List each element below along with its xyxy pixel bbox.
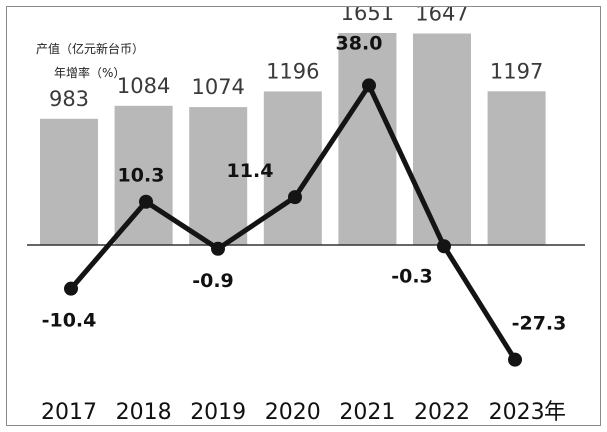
x-tick-2022: 2022 xyxy=(414,400,470,425)
growth-label-2021: 38.0 xyxy=(336,32,383,54)
line-unit-label: 年增率（%） xyxy=(54,65,125,80)
bar-label-2020: 1196 xyxy=(266,59,319,83)
bar-unit-label: 产值（亿元新台币） xyxy=(36,41,144,56)
growth-point-2017 xyxy=(64,281,78,296)
bars-group xyxy=(40,33,546,246)
chart-frame: 产值（亿元新台币） 年增率（%） 983 1084 1074 1196 1651 1647… xyxy=(6,6,601,426)
growth-point-2018 xyxy=(139,194,153,209)
bar-label-2018: 1084 xyxy=(117,74,170,98)
growth-point-2021 xyxy=(362,78,376,93)
x-tick-2021: 2021 xyxy=(339,400,395,425)
growth-label-2020: 11.4 xyxy=(227,160,274,182)
x-tick-2020: 2020 xyxy=(265,400,321,425)
bar-label-2019: 1074 xyxy=(191,75,244,99)
bar-2021 xyxy=(338,33,397,245)
x-tick-2017: 2017 xyxy=(41,400,97,425)
growth-label-2017: -10.4 xyxy=(42,310,97,332)
growth-point-2023 xyxy=(508,352,522,367)
bar-2022 xyxy=(413,33,471,245)
bar-2019 xyxy=(189,107,248,245)
bar-label-2021: 1651 xyxy=(341,7,394,25)
growth-label-2023: -27.3 xyxy=(512,313,567,335)
bar-2023 xyxy=(487,91,546,246)
x-tick-2023: 2023 xyxy=(489,400,545,425)
growth-point-2019 xyxy=(211,241,225,256)
bar-2017 xyxy=(40,118,98,245)
growth-label-2019: -0.9 xyxy=(192,270,234,292)
growth-point-2020 xyxy=(288,190,302,205)
bar-label-2022: 1647 xyxy=(415,7,468,26)
bar-labels-group: 983 1084 1074 1196 1651 1647 1197 xyxy=(49,7,543,111)
bar-2018 xyxy=(114,105,173,245)
line-series-group: -10.4 10.3 -0.9 11.4 38.0 -0.3 -27.3 xyxy=(42,32,567,367)
growth-label-2022: -0.3 xyxy=(391,265,433,287)
growth-point-2022 xyxy=(437,239,451,254)
bar-label-2023: 1197 xyxy=(490,59,543,83)
growth-label-2018: 10.3 xyxy=(118,165,165,187)
x-axis-suffix: 年 xyxy=(544,400,566,425)
x-tick-2019: 2019 xyxy=(190,400,246,425)
x-tick-2018: 2018 xyxy=(116,400,172,425)
x-axis-ticks: 2017 2018 2019 2020 2021 2022 2023 年 xyxy=(41,400,566,425)
bar-label-2017: 983 xyxy=(49,87,89,111)
chart: 产值（亿元新台币） 年增率（%） 983 1084 1074 1196 1651 1647… xyxy=(27,7,585,425)
